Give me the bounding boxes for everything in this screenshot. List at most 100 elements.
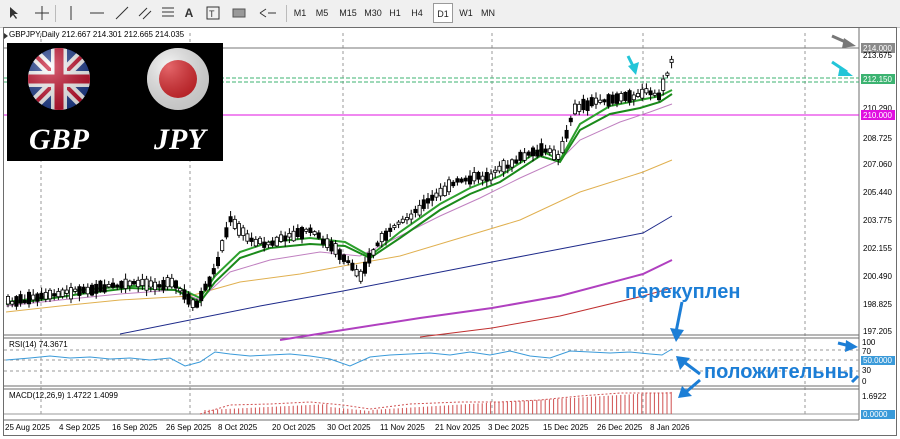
candle-body xyxy=(451,181,456,187)
price-tick: 208.725 xyxy=(863,134,892,143)
candle-body xyxy=(224,227,229,238)
rsi-tick: 50.0000 xyxy=(863,356,892,365)
macd-header: MACD(12,26,9) 1.4722 1.4099 xyxy=(9,391,119,400)
timeframe-h1[interactable]: H1 xyxy=(389,8,401,18)
date-tick: 30 Oct 2025 xyxy=(327,423,371,432)
candle-body xyxy=(73,288,78,292)
candle-body xyxy=(295,228,300,237)
candle-body xyxy=(35,293,40,302)
candle-body xyxy=(648,90,653,96)
candle-body xyxy=(615,93,620,104)
candle-body xyxy=(178,288,183,292)
ema-slow-line xyxy=(5,159,673,313)
arrows-icon[interactable] xyxy=(256,3,280,23)
text-tool-icon[interactable]: A xyxy=(184,6,194,20)
macd-tick: 1.6922 xyxy=(862,392,887,401)
horizontal-line-icon[interactable] xyxy=(88,3,106,23)
channel-icon[interactable] xyxy=(136,3,154,23)
candle-body xyxy=(304,228,309,232)
candle-body xyxy=(245,233,250,242)
crosshair-icon[interactable] xyxy=(33,3,51,23)
candle-body xyxy=(320,238,325,245)
cursor-icon[interactable] xyxy=(6,3,22,23)
trendline-icon[interactable] xyxy=(113,3,131,23)
candle-body xyxy=(409,213,414,220)
candles-group xyxy=(6,55,674,311)
shape-icon[interactable] xyxy=(230,3,248,23)
vertical-line-icon[interactable] xyxy=(63,3,79,23)
blue-arrows-positive-icon xyxy=(676,356,701,398)
text-label-icon[interactable]: T xyxy=(204,3,222,23)
green-level-label-bg xyxy=(861,74,895,84)
gray-arrow-icon xyxy=(831,34,856,48)
green-level-label: 212.150 xyxy=(863,75,892,84)
timeframe-m15[interactable]: M15 xyxy=(339,8,357,18)
candle-body xyxy=(278,234,283,242)
rsi-header: RSI(14) 74.3671 xyxy=(9,340,68,349)
price-tick: 203.775 xyxy=(863,216,892,225)
date-tick: 3 Dec 2025 xyxy=(488,423,529,432)
candle-body xyxy=(207,276,212,287)
date-tick: 16 Sep 2025 xyxy=(112,423,158,432)
symbol-header: GBPJPY,Daily 212.667 214.301 212.665 214… xyxy=(9,30,185,39)
timeframe-m1[interactable]: M1 xyxy=(293,8,307,18)
timeframe-mn[interactable]: MN xyxy=(481,8,495,18)
date-tick: 25 Aug 2025 xyxy=(5,423,50,432)
candle-body xyxy=(182,289,187,300)
candle-body xyxy=(400,218,405,223)
candle-body xyxy=(341,254,346,262)
candle-body xyxy=(22,299,27,304)
candle-body xyxy=(518,151,523,161)
candle-body xyxy=(31,294,36,301)
date-tick: 20 Oct 2025 xyxy=(272,423,316,432)
candle-body xyxy=(367,252,372,264)
candle-body xyxy=(577,103,582,112)
candle-body xyxy=(573,103,578,115)
timeframe-w1[interactable]: W1 xyxy=(459,8,473,18)
fibonacci-icon[interactable] xyxy=(159,3,177,23)
candle-body xyxy=(140,278,145,286)
candle-body xyxy=(312,231,317,235)
candle-body xyxy=(111,282,116,288)
candle-body xyxy=(627,90,632,103)
price-tick: 210.290 xyxy=(863,104,892,113)
price-tick: 205.440 xyxy=(863,188,892,197)
magenta-level-label: 210.000 xyxy=(863,111,892,120)
blue-arrow-right-icon xyxy=(837,340,858,352)
candle-body xyxy=(236,223,241,236)
price-tick: 200.490 xyxy=(863,272,892,281)
toolbar-divider xyxy=(55,5,56,22)
timeframe-m5[interactable]: M5 xyxy=(315,8,329,18)
candle-body xyxy=(291,230,296,242)
collapse-icon[interactable] xyxy=(4,33,8,39)
ema-300-line xyxy=(279,259,673,341)
candle-body xyxy=(115,284,120,288)
timeframe-m30[interactable]: M30 xyxy=(364,8,382,18)
candle-body xyxy=(392,225,397,228)
timeframe-d1[interactable]: D1 xyxy=(433,3,453,23)
candle-body xyxy=(463,177,468,182)
candle-body xyxy=(131,281,136,285)
candle-body xyxy=(467,175,472,185)
candle-body xyxy=(169,277,174,288)
candle-body xyxy=(232,218,237,229)
candle-body xyxy=(459,178,464,183)
candle-body xyxy=(157,284,162,288)
candle-body xyxy=(505,164,510,169)
date-tick: 26 Sep 2025 xyxy=(166,423,212,432)
timeframe-h4[interactable]: H4 xyxy=(411,8,423,18)
candle-body xyxy=(623,91,628,101)
rsi-tick: 30 xyxy=(862,366,871,375)
candle-body xyxy=(81,286,86,294)
candle-body xyxy=(48,289,53,300)
date-tick: 15 Dec 2025 xyxy=(543,423,589,432)
date-tick: 11 Nov 2025 xyxy=(380,423,425,432)
overbought-annotation: перекуплен xyxy=(625,281,741,303)
candle-body xyxy=(215,257,220,267)
rsi-tick: 0 xyxy=(862,377,867,386)
candle-body xyxy=(581,98,586,111)
gbp-label: GBP xyxy=(29,123,89,156)
candle-body xyxy=(18,294,23,304)
candle-body xyxy=(509,159,514,168)
